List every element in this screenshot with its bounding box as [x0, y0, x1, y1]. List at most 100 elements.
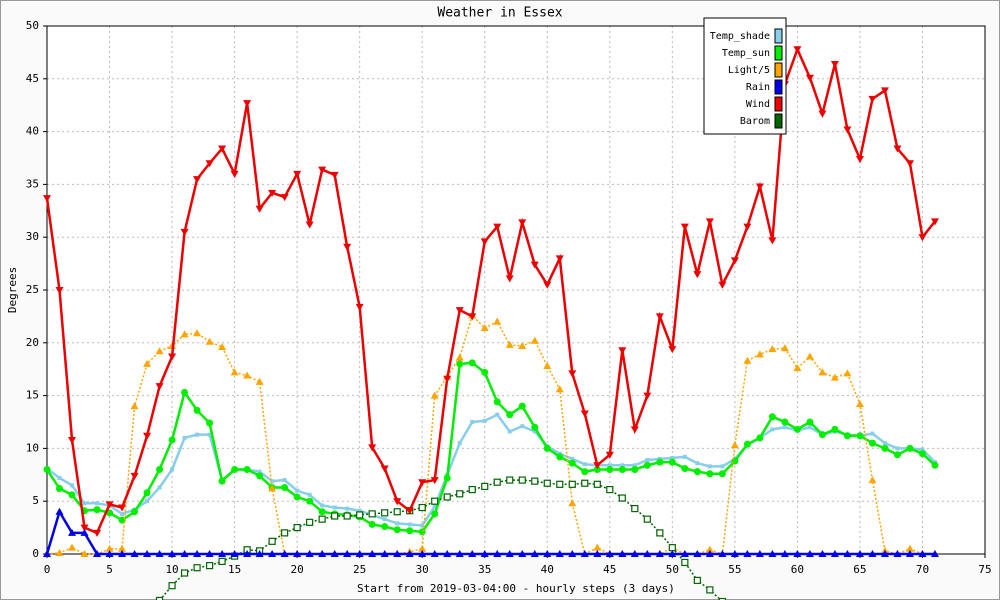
point: [530, 336, 539, 344]
point: [593, 466, 601, 474]
point: [418, 503, 426, 512]
point: [355, 550, 364, 557]
point: [818, 431, 826, 439]
point: [468, 485, 476, 494]
point: [443, 375, 452, 383]
point: [655, 313, 664, 321]
point: [495, 412, 500, 417]
point: [618, 550, 627, 557]
legend-swatch: [774, 45, 783, 61]
point: [405, 550, 414, 557]
point: [493, 478, 501, 486]
point: [280, 194, 289, 202]
point: [895, 446, 900, 451]
point: [193, 550, 202, 557]
point: [268, 550, 277, 557]
point: [393, 526, 401, 534]
point: [606, 485, 614, 494]
legend-label: Rain: [746, 82, 770, 93]
point: [607, 463, 612, 468]
point: [82, 501, 87, 506]
point: [120, 511, 125, 516]
legend-swatch: [774, 79, 783, 95]
point: [418, 544, 427, 552]
point: [805, 74, 814, 82]
point: [281, 483, 289, 491]
point: [381, 509, 389, 517]
point: [656, 458, 664, 466]
point: [143, 550, 152, 557]
point: [270, 479, 275, 484]
point: [505, 275, 514, 283]
point: [755, 350, 764, 358]
point: [468, 359, 476, 367]
point: [218, 557, 226, 565]
point: [443, 493, 451, 501]
point: [255, 205, 264, 213]
point: [293, 493, 301, 501]
point: [693, 468, 701, 476]
point: [893, 451, 901, 459]
point: [843, 432, 851, 440]
point: [518, 341, 527, 349]
x-axis-label: Start from 2019-03-04:00 - hourly steps …: [357, 582, 675, 595]
point: [507, 429, 512, 434]
point: [381, 523, 389, 531]
point: [505, 340, 514, 348]
point: [868, 439, 876, 447]
point: [518, 550, 527, 557]
point: [882, 441, 887, 446]
point: [618, 466, 626, 474]
point: [843, 369, 852, 377]
point: [695, 461, 700, 466]
point: [831, 425, 839, 433]
point: [130, 550, 139, 557]
point: [743, 440, 751, 448]
y-tick-label: 50: [26, 19, 39, 32]
point: [280, 550, 289, 557]
point: [431, 497, 439, 505]
point: [856, 432, 864, 440]
point: [157, 485, 162, 490]
point: [455, 307, 464, 315]
point: [70, 483, 75, 488]
point: [868, 550, 877, 557]
point: [755, 183, 764, 191]
point: [518, 219, 527, 227]
point: [756, 434, 764, 442]
point: [393, 498, 402, 506]
y-axis-label: Degrees: [6, 267, 19, 313]
y-tick-label: 10: [26, 441, 39, 454]
point: [480, 550, 489, 557]
point: [180, 330, 189, 338]
point: [218, 477, 226, 485]
point: [705, 218, 714, 226]
point: [793, 425, 801, 433]
point: [905, 544, 914, 552]
point: [793, 550, 802, 557]
point: [105, 501, 114, 509]
point: [645, 458, 650, 463]
point: [782, 425, 787, 430]
point: [255, 550, 264, 557]
point: [543, 479, 551, 487]
point: [681, 558, 689, 567]
point: [156, 466, 164, 474]
point: [307, 492, 312, 497]
point: [681, 464, 689, 472]
point: [931, 461, 939, 469]
point: [880, 87, 889, 95]
point: [680, 550, 689, 557]
point: [43, 195, 51, 203]
point: [231, 466, 239, 474]
point: [55, 287, 64, 294]
point: [420, 523, 425, 528]
point: [356, 511, 364, 519]
point: [620, 463, 625, 468]
point: [505, 550, 514, 557]
point: [68, 528, 77, 536]
point: [243, 466, 251, 474]
point: [456, 360, 464, 368]
point: [318, 166, 327, 174]
point: [468, 550, 477, 557]
